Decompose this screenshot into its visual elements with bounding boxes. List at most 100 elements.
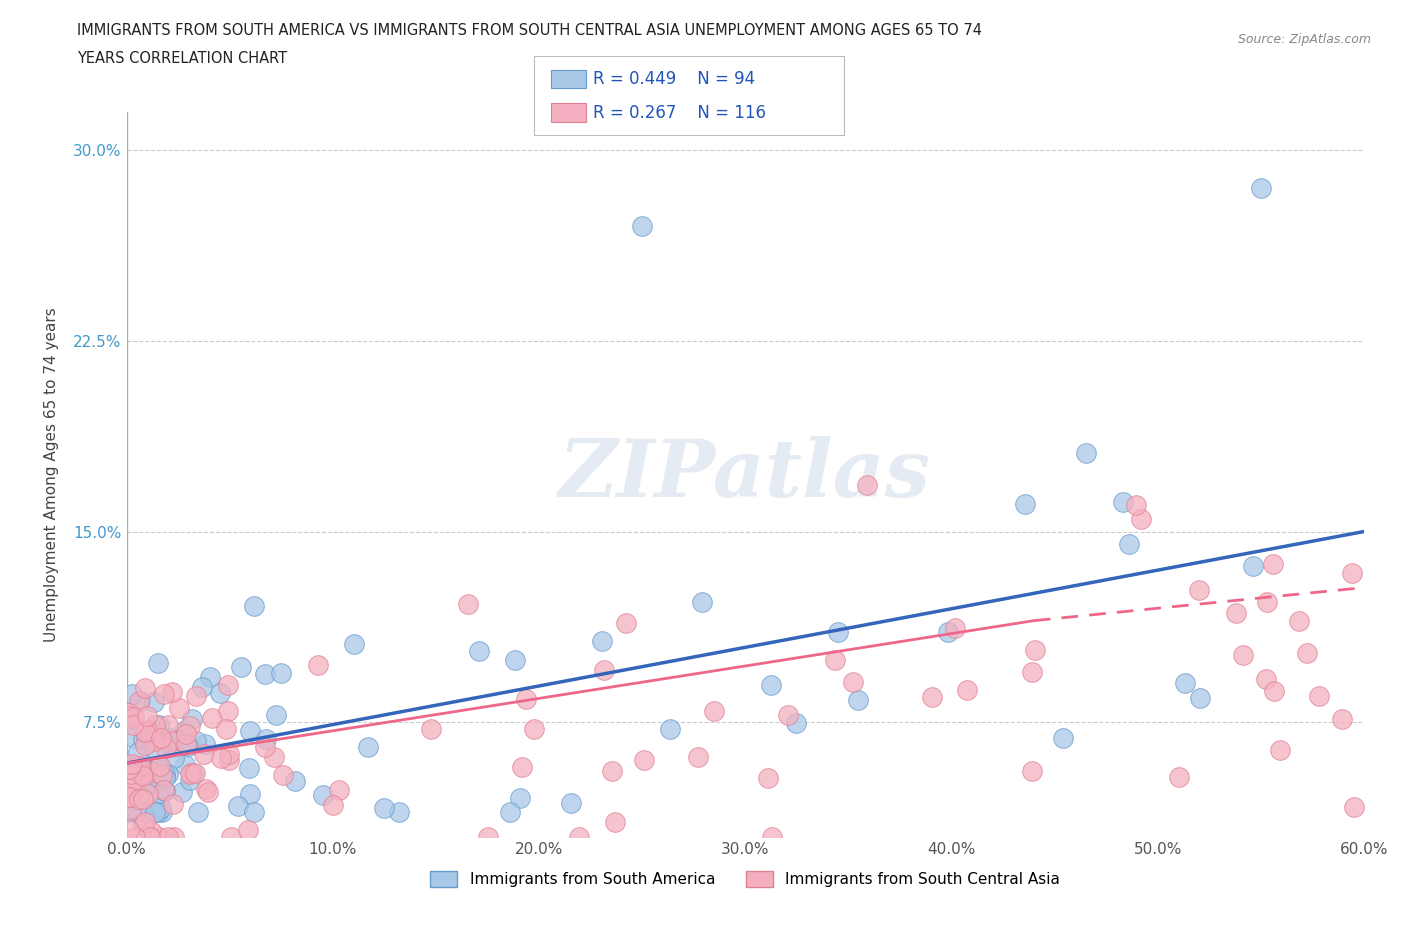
- Point: [167, 700, 190, 715]
- Point: [118, 706, 141, 721]
- Point: [1295, 645, 1317, 660]
- Point: [1268, 743, 1291, 758]
- Point: [921, 690, 943, 705]
- Point: [1130, 512, 1153, 527]
- Point: [173, 724, 195, 738]
- Point: [238, 761, 260, 776]
- Point: [143, 776, 166, 790]
- Point: [1168, 769, 1191, 784]
- Point: [1125, 498, 1147, 512]
- Point: [128, 694, 150, 709]
- Point: [146, 804, 169, 819]
- Text: R = 0.449    N = 94: R = 0.449 N = 94: [593, 70, 755, 88]
- Point: [176, 737, 198, 751]
- Point: [167, 732, 190, 747]
- Point: [186, 733, 208, 748]
- Point: [1261, 557, 1284, 572]
- Point: [1174, 676, 1197, 691]
- Point: [373, 801, 395, 816]
- Point: [509, 790, 531, 805]
- Point: [146, 760, 169, 775]
- Point: [776, 708, 799, 723]
- Point: [264, 708, 287, 723]
- Text: YEARS CORRELATION CHART: YEARS CORRELATION CHART: [77, 51, 287, 66]
- Point: [150, 763, 173, 777]
- Point: [139, 775, 162, 790]
- Point: [1118, 537, 1140, 551]
- Point: [128, 758, 150, 773]
- Point: [124, 830, 146, 844]
- Point: [226, 798, 249, 813]
- Point: [242, 804, 264, 819]
- Point: [761, 830, 783, 844]
- Point: [174, 726, 197, 741]
- Point: [499, 804, 522, 819]
- Point: [688, 750, 710, 764]
- Point: [1288, 613, 1310, 628]
- Point: [1112, 495, 1135, 510]
- Point: [209, 685, 232, 700]
- Point: [568, 830, 591, 844]
- Point: [153, 687, 176, 702]
- Point: [184, 765, 207, 780]
- Point: [155, 740, 177, 755]
- Point: [152, 783, 174, 798]
- Point: [160, 734, 183, 749]
- Point: [388, 804, 411, 819]
- Point: [118, 708, 141, 723]
- Point: [239, 724, 262, 738]
- Point: [659, 722, 682, 737]
- Point: [124, 710, 146, 724]
- Point: [605, 815, 627, 830]
- Point: [150, 804, 173, 819]
- Point: [956, 683, 979, 698]
- Point: [138, 764, 160, 779]
- Point: [181, 765, 204, 780]
- Point: [217, 704, 239, 719]
- Point: [936, 625, 959, 640]
- Point: [148, 718, 170, 733]
- Point: [136, 787, 159, 802]
- Point: [170, 785, 193, 800]
- Point: [159, 731, 181, 746]
- Point: [631, 219, 654, 233]
- Point: [117, 758, 139, 773]
- Point: [271, 767, 294, 782]
- Point: [163, 830, 186, 844]
- Point: [143, 733, 166, 748]
- Point: [135, 723, 157, 737]
- Point: [824, 652, 846, 667]
- Point: [254, 732, 277, 747]
- Point: [120, 711, 142, 725]
- Point: [1188, 691, 1211, 706]
- Point: [191, 679, 214, 694]
- Point: [1308, 688, 1330, 703]
- Point: [236, 822, 259, 837]
- Legend: Immigrants from South America, Immigrants from South Central Asia: Immigrants from South America, Immigrant…: [422, 863, 1069, 895]
- Point: [827, 624, 849, 639]
- Point: [187, 804, 209, 819]
- Point: [117, 762, 139, 777]
- Point: [1331, 711, 1354, 726]
- Point: [1052, 730, 1074, 745]
- Point: [357, 739, 380, 754]
- Point: [510, 760, 533, 775]
- Point: [179, 719, 201, 734]
- Point: [132, 804, 155, 819]
- Point: [200, 670, 222, 684]
- Point: [149, 786, 172, 801]
- Point: [141, 778, 163, 793]
- Point: [197, 785, 219, 800]
- Point: [758, 771, 780, 786]
- Point: [193, 747, 215, 762]
- Point: [127, 744, 149, 759]
- Point: [148, 656, 170, 671]
- Point: [1188, 583, 1211, 598]
- Point: [593, 662, 616, 677]
- Point: [194, 737, 217, 751]
- Point: [343, 636, 366, 651]
- Point: [150, 767, 173, 782]
- Point: [145, 765, 167, 780]
- Point: [217, 677, 239, 692]
- Point: [254, 739, 277, 754]
